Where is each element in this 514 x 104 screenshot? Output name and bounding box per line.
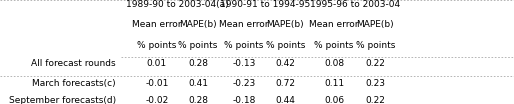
Text: 0.41: 0.41 [188, 79, 208, 88]
Text: % points: % points [266, 41, 305, 50]
Text: MAPE(b): MAPE(b) [356, 20, 394, 29]
Text: -0.13: -0.13 [232, 59, 256, 68]
Text: -0.01: -0.01 [145, 79, 169, 88]
Text: 0.28: 0.28 [188, 59, 208, 68]
Text: 0.08: 0.08 [324, 59, 344, 68]
Text: MAPE(b): MAPE(b) [266, 20, 304, 29]
Text: Mean error: Mean error [219, 20, 269, 29]
Text: Mean error: Mean error [309, 20, 359, 29]
Text: September forecasts(d): September forecasts(d) [9, 96, 116, 104]
Text: Mean error: Mean error [132, 20, 181, 29]
Text: -0.23: -0.23 [232, 79, 256, 88]
Text: 0.06: 0.06 [324, 96, 344, 104]
Text: 1995-96 to 2003-04: 1995-96 to 2003-04 [309, 0, 400, 9]
Text: 0.11: 0.11 [324, 79, 344, 88]
Text: 0.01: 0.01 [146, 59, 167, 68]
Text: % points: % points [137, 41, 176, 50]
Text: % points: % points [225, 41, 264, 50]
Text: % points: % points [315, 41, 354, 50]
Text: 0.23: 0.23 [365, 79, 385, 88]
Text: 0.44: 0.44 [276, 96, 295, 104]
Text: -0.18: -0.18 [232, 96, 256, 104]
Text: % points: % points [356, 41, 395, 50]
Text: All forecast rounds: All forecast rounds [31, 59, 116, 68]
Text: 0.28: 0.28 [188, 96, 208, 104]
Text: 0.72: 0.72 [276, 79, 295, 88]
Text: March forecasts(c): March forecasts(c) [32, 79, 116, 88]
Text: 1990-91 to 1994-95: 1990-91 to 1994-95 [219, 0, 310, 9]
Text: 0.42: 0.42 [276, 59, 295, 68]
Text: % points: % points [178, 41, 217, 50]
Text: MAPE(b): MAPE(b) [179, 20, 217, 29]
Text: 0.22: 0.22 [365, 59, 385, 68]
Text: -0.02: -0.02 [145, 96, 169, 104]
Text: 1989-90 to 2003-04(a): 1989-90 to 2003-04(a) [126, 0, 229, 9]
Text: 0.22: 0.22 [365, 96, 385, 104]
